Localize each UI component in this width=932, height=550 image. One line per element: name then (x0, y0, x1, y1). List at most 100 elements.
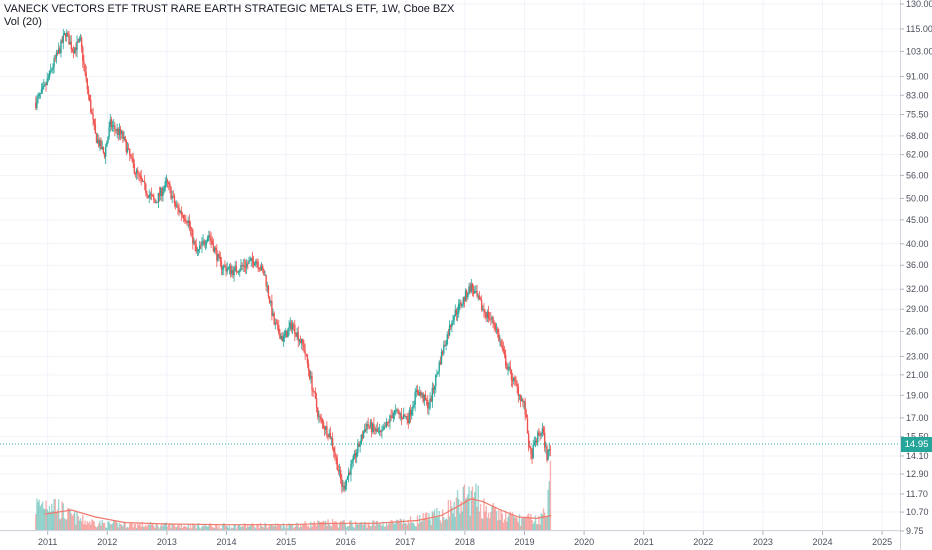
volume-bar (233, 524, 235, 531)
candle-body (46, 78, 48, 86)
volume-bar (492, 502, 494, 531)
volume-bar (488, 518, 491, 531)
price-axis[interactable]: 130.00 115.00 103.00 91.00 83.00 75.50 68.00 62… (900, 0, 932, 536)
candle-body (359, 443, 361, 447)
candle-body (68, 34, 70, 45)
candle-body (127, 148, 130, 150)
candle-body (402, 414, 405, 419)
volume-bar (263, 527, 265, 531)
volume-bar (202, 525, 204, 531)
time-axis[interactable]: 2011 2012 2013 2014 2015 2016 2017 2018 2019 2020… (38, 531, 892, 547)
volume-bar (260, 526, 263, 531)
volume-bar (443, 517, 445, 531)
candle-body (59, 48, 61, 54)
volume-bar (126, 526, 129, 531)
volume-bar (79, 518, 82, 531)
candle-body (408, 410, 411, 423)
candle-body (282, 336, 285, 342)
volume-bar (267, 526, 270, 531)
candle-body (38, 93, 40, 97)
candle-body (189, 226, 192, 230)
volume-bar (541, 514, 544, 531)
volume-bar (527, 513, 530, 531)
volume-bar (237, 524, 240, 531)
candle-body (215, 247, 217, 250)
candle-body (84, 64, 86, 73)
volume-bar (333, 523, 335, 531)
candle-body (141, 179, 144, 182)
candle-body (200, 245, 202, 247)
volume-bar (306, 526, 309, 531)
candle-body (532, 445, 534, 459)
candle-body (500, 340, 502, 346)
candle-body (52, 67, 54, 70)
volume-bar (393, 523, 396, 531)
candle-body (480, 300, 483, 310)
candle-body (70, 41, 72, 50)
candle-body (76, 41, 78, 51)
volume-bar (225, 526, 227, 531)
price-tick-label: 19.00 (906, 390, 929, 400)
volume-bar (130, 523, 132, 531)
volume-bar (486, 517, 489, 531)
candle-body (148, 195, 150, 198)
volume-bar (354, 521, 357, 531)
candle-body (417, 391, 420, 396)
volume-bar (292, 528, 295, 531)
candle-body (132, 158, 134, 164)
volume-bar (161, 523, 163, 531)
candle-body (360, 434, 362, 444)
price-tick-label: 36.00 (906, 260, 929, 270)
volume-bar (100, 525, 102, 531)
volume-indicator-label[interactable]: Vol (20) (4, 16, 42, 28)
volume-bar (498, 510, 500, 531)
volume-bar (360, 521, 362, 531)
volume-bar (511, 512, 514, 531)
volume-bar (483, 498, 485, 531)
volume-bar (132, 527, 134, 531)
volume-bar (495, 510, 498, 531)
candle-body (225, 266, 227, 272)
candle-body (376, 428, 379, 432)
volume-bar (86, 521, 89, 531)
candle-body (508, 366, 510, 369)
candle-body (312, 389, 314, 392)
candle-body (43, 85, 45, 88)
volume-bar (485, 505, 487, 531)
candle-body (121, 131, 123, 134)
candle-body (63, 33, 66, 36)
candle-body (56, 52, 59, 54)
candle-body (305, 353, 307, 355)
volume-bar (194, 524, 196, 531)
volume-bar (463, 484, 466, 531)
volume-bar (68, 508, 70, 531)
candle-body (419, 392, 421, 396)
candle-body (370, 422, 373, 432)
candle-body (113, 125, 115, 127)
volume-bar (345, 527, 348, 531)
volume-bar (449, 500, 452, 531)
candle-body (123, 136, 125, 139)
candle-body (259, 269, 262, 270)
candle-body (367, 423, 369, 426)
volume-bar (213, 527, 216, 531)
candle-body (498, 333, 500, 341)
volume-bar (370, 525, 373, 531)
candle-body (495, 329, 498, 330)
candle-body (315, 398, 318, 408)
candle-body (104, 147, 107, 157)
volume-bar (453, 502, 455, 531)
volume-bar (298, 527, 301, 531)
volume-bar (448, 516, 451, 531)
volume-bar (549, 460, 552, 531)
candle-body (309, 370, 311, 379)
volume-bar (366, 527, 368, 531)
symbol-title[interactable]: VANECK VECTORS ETF TRUST RARE EARTH STRA… (4, 3, 455, 15)
candle-body (546, 446, 548, 461)
candle-body (488, 318, 491, 320)
volume-bar (440, 522, 443, 531)
candle-body (91, 111, 93, 115)
volume-bar (151, 523, 154, 531)
candle-body (460, 302, 462, 306)
